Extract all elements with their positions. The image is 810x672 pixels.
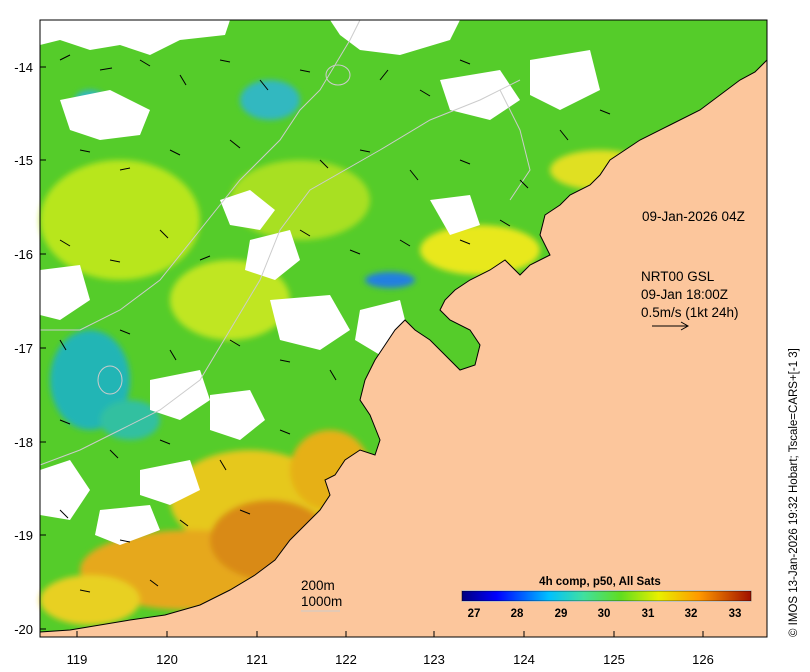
cool-patches — [50, 80, 415, 440]
isobaths — [39, 19, 531, 466]
x-tick-label: 124 — [513, 652, 535, 667]
x-tick-label: 126 — [692, 652, 714, 667]
scale-arrow — [652, 321, 690, 331]
y-tick-label: -19 — [14, 528, 33, 543]
current-vectors — [59, 54, 611, 593]
colorbar-tick: 33 — [729, 608, 742, 620]
x-tick-label: 120 — [156, 652, 178, 667]
colorbar-tick: 27 — [468, 608, 481, 620]
colorbar-title: 4h comp, p50, All Sats — [539, 576, 661, 588]
vector-scale-label: 0.5m/s (1kt 24h) — [641, 305, 739, 320]
warm-patches — [40, 150, 650, 625]
cloud-mask — [40, 20, 600, 545]
y-axis: -14 -15 -16 -17 -18 -19 -20 — [14, 60, 46, 637]
colorbar-gradient — [461, 590, 752, 602]
y-tick-label: -14 — [14, 60, 33, 75]
x-tick-label: 125 — [603, 652, 625, 667]
credit-text: © IMOS 13-Jan-2026 19:32 Hobart; Tscale=… — [788, 348, 800, 637]
x-tick-label: 123 — [423, 652, 445, 667]
colorbar: 4h comp, p50, All Sats 27 28 29 30 31 32… — [461, 576, 752, 620]
x-axis: 119 120 121 122 123 124 125 126 — [67, 631, 714, 667]
current-time-label: 09-Jan 18:00Z — [641, 287, 728, 302]
colorbar-tick: 28 — [511, 608, 524, 620]
x-tick-label: 119 — [67, 652, 88, 667]
colorbar-tick: 29 — [555, 608, 568, 620]
image-time-label: 09-Jan-2026 04Z — [642, 209, 745, 224]
isobath-1000-label: 1000m — [301, 594, 342, 609]
y-tick-label: -20 — [14, 622, 33, 637]
colorbar-tick: 30 — [598, 608, 611, 620]
y-tick-label: -15 — [14, 153, 33, 168]
isobath-200-label: 200m — [301, 578, 335, 593]
y-tick-label: -17 — [14, 341, 33, 356]
x-tick-label: 121 — [246, 652, 268, 667]
plot-area — [39, 19, 768, 638]
y-tick-label: -18 — [14, 435, 33, 450]
x-tick-label: 122 — [335, 652, 357, 667]
y-tick-label: -16 — [14, 247, 33, 262]
current-source-label: NRT00 GSL — [641, 269, 715, 284]
colorbar-tick: 31 — [642, 608, 655, 620]
plot-frame — [39, 19, 768, 638]
land-mass — [39, 58, 768, 638]
colorbar-tick: 32 — [685, 608, 698, 620]
